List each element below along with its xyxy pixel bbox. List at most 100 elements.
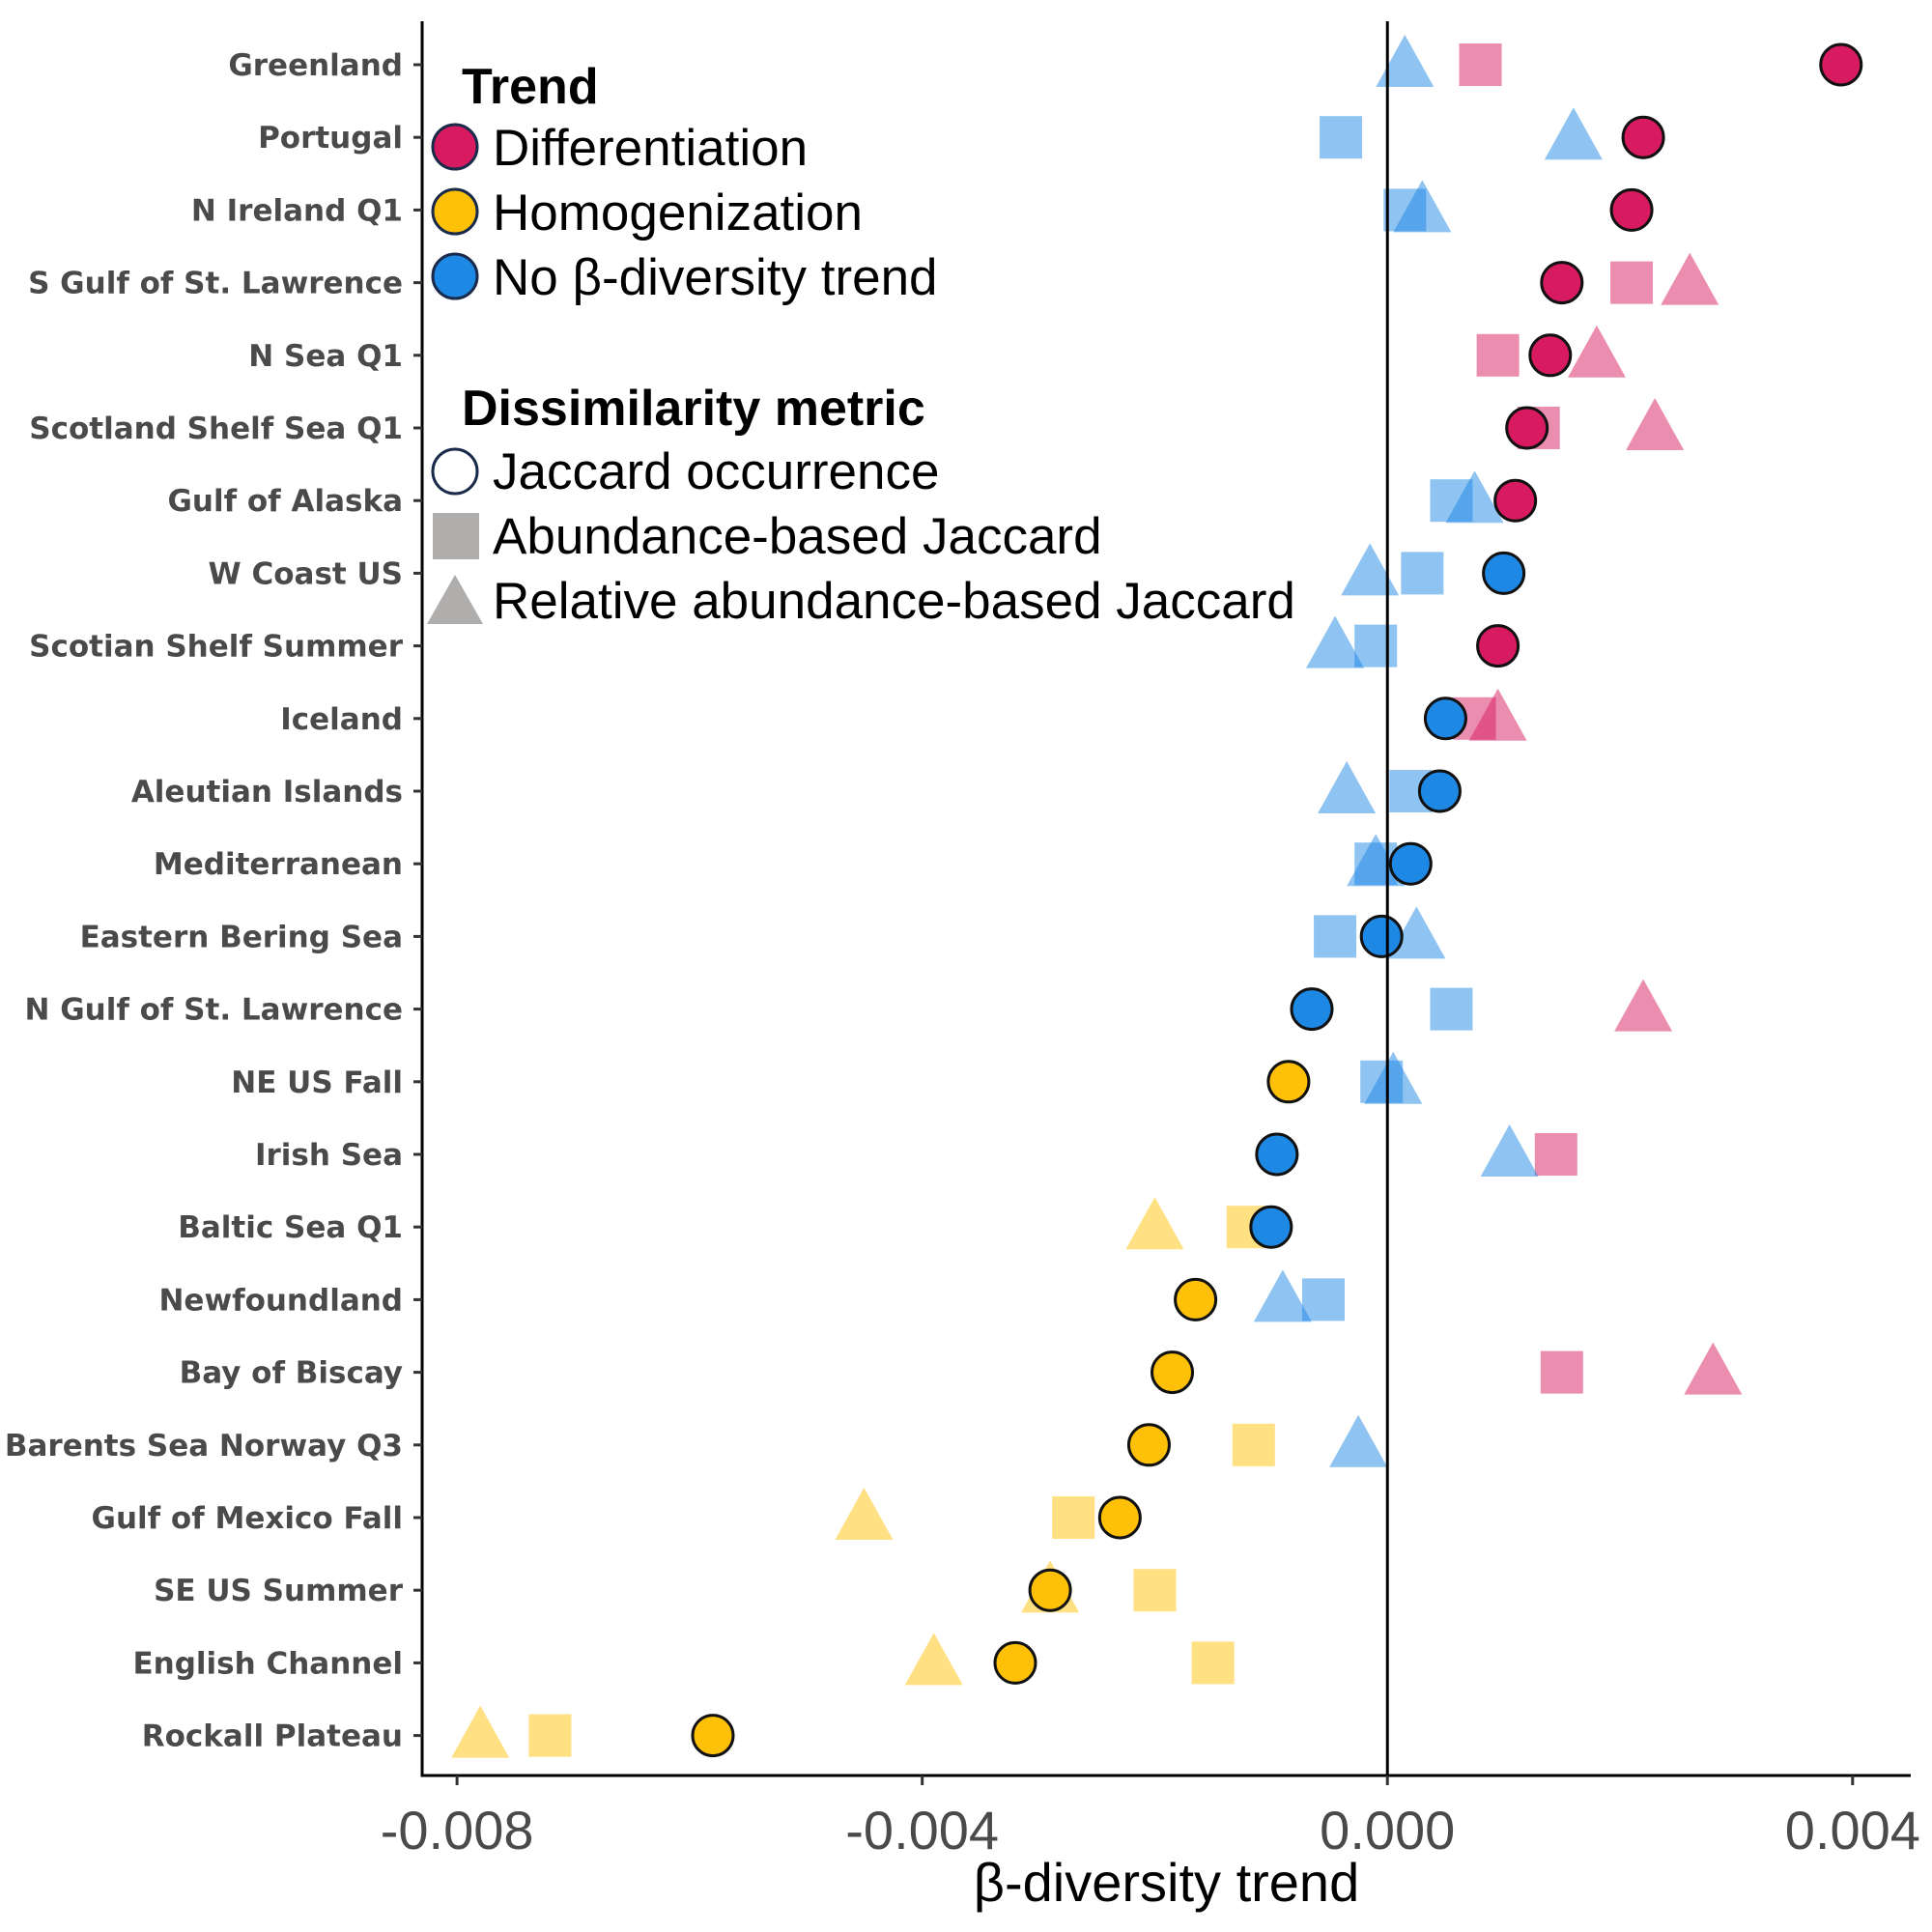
rel-point	[1480, 1124, 1539, 1177]
y-tick-label: Scotian Shelf Summer	[29, 630, 404, 665]
rel-point	[1614, 979, 1673, 1032]
jaccard-point	[1151, 1350, 1195, 1395]
jaccard-point	[1359, 914, 1404, 958]
rel-point	[1626, 398, 1685, 450]
y-tick-label: Mediterranean	[154, 847, 403, 882]
jaccard-point	[1028, 1568, 1072, 1612]
rel-point	[1468, 688, 1527, 741]
legend-homo-key	[431, 187, 479, 236]
rel-point	[835, 1488, 894, 1540]
rel-point	[1376, 35, 1435, 87]
y-tick-label: Eastern Bering Sea	[80, 920, 403, 954]
jaccard-point	[1126, 1423, 1171, 1467]
y-tick-label: Scotland Shelf Sea Q1	[29, 412, 403, 446]
y-tick-label: Iceland	[280, 702, 403, 737]
rel-point	[1445, 470, 1504, 524]
legend-none-key	[431, 252, 479, 300]
rel-point	[1684, 1342, 1743, 1395]
legend-jaccard-label: Jaccard occurrence	[493, 443, 939, 500]
x-tick-label: -0.004	[845, 1800, 999, 1861]
abund-point	[1232, 1423, 1275, 1466]
y-tick-label: Gulf of Alaska	[167, 484, 403, 519]
y-tick-label: Irish Sea	[255, 1138, 403, 1173]
abund-point	[1314, 915, 1357, 958]
legend-metric-items: Jaccard occurrence Abundance-based Jaccar…	[427, 443, 1295, 630]
y-tick-label: Bay of Biscay	[180, 1356, 403, 1391]
rel-point	[1387, 906, 1446, 959]
rel-point	[1253, 1269, 1312, 1322]
jaccard-point	[1423, 696, 1467, 741]
x-axis-ticks: -0.008 -0.004 0.000 0.004	[381, 1776, 1920, 1861]
y-tick-label: Gulf of Mexico Fall	[92, 1501, 404, 1536]
abund-point	[1610, 261, 1654, 304]
legend-none-label: No β-diversity trend	[493, 249, 938, 306]
y-tick-label: Newfoundland	[158, 1283, 403, 1318]
jaccard-point	[1621, 115, 1665, 159]
legend-square-icon	[433, 513, 479, 559]
y-tick-label: W Coast US	[208, 556, 403, 591]
abund-point	[1401, 552, 1444, 595]
abund-point	[1534, 1133, 1577, 1176]
legend-trend-title: Trend	[462, 59, 599, 115]
y-tick-label: Baltic Sea Q1	[178, 1210, 403, 1245]
jaccard-point	[1505, 406, 1549, 450]
y-tick-label: SE US Summer	[154, 1574, 404, 1608]
rel-point	[1318, 761, 1377, 813]
rel-point	[1306, 615, 1365, 668]
y-tick-label: Barents Sea Norway Q3	[5, 1429, 403, 1463]
jaccard-point	[1249, 1205, 1293, 1249]
y-tick-label: N Ireland Q1	[191, 193, 403, 228]
abund-point	[1540, 1350, 1583, 1394]
jaccard-point	[1255, 1132, 1299, 1177]
jaccard-point	[1476, 624, 1520, 668]
rel-point	[1661, 252, 1719, 305]
y-tick-label: N Sea Q1	[248, 339, 403, 374]
abund-point	[1302, 1278, 1346, 1321]
jaccard-point	[1482, 551, 1526, 595]
jaccard-point	[1528, 333, 1573, 378]
rel-point	[1567, 325, 1626, 378]
abund-point	[1133, 1569, 1177, 1612]
abund-point	[1354, 624, 1398, 668]
jaccard-point	[1174, 1277, 1218, 1321]
rel-point	[1341, 543, 1400, 596]
jaccard-point	[1290, 987, 1334, 1032]
jaccard-point	[1609, 187, 1654, 232]
y-tick-label: Rockall Plateau	[142, 1719, 403, 1754]
y-tick-label: Greenland	[228, 48, 403, 83]
jaccard-point	[1097, 1495, 1142, 1540]
legend-metric-title: Dissimilarity metric	[462, 381, 925, 437]
legend-diff-key	[431, 123, 479, 171]
abund-point	[528, 1714, 572, 1757]
y-tick-label: Portugal	[258, 121, 403, 156]
jaccard-point	[1266, 1060, 1311, 1104]
abund-point	[1191, 1641, 1235, 1685]
legend-rel-label: Relative abundance-based Jaccard	[493, 573, 1295, 630]
rel-point	[1347, 834, 1406, 887]
y-tick-label: Aleutian Islands	[131, 775, 403, 810]
legend-homo-label: Homogenization	[493, 185, 863, 242]
rel-point	[1329, 1414, 1388, 1467]
legend-abund-label: Abundance-based Jaccard	[493, 508, 1102, 565]
y-tick-label: S Gulf of St. Lawrence	[28, 267, 403, 301]
jaccard-point	[1417, 769, 1462, 813]
x-tick-label: -0.008	[381, 1800, 534, 1861]
y-tick-label: N Gulf of St. Lawrence	[24, 993, 403, 1028]
jaccard-point	[1388, 841, 1433, 886]
abund-point	[1430, 987, 1473, 1031]
legend-trend-items: Differentiation Homogenization No β-divers…	[431, 120, 938, 306]
abund-point	[1320, 116, 1363, 159]
jaccard-point	[691, 1714, 735, 1758]
marks-layer	[451, 35, 1863, 1758]
rel-point	[451, 1705, 510, 1758]
y-tick-label: NE US Fall	[231, 1065, 403, 1100]
jaccard-point	[1493, 478, 1538, 523]
abund-point	[1052, 1496, 1095, 1539]
rel-point	[1125, 1197, 1184, 1250]
x-axis-title: β-diversity trend	[974, 1852, 1359, 1913]
x-tick-label: 0.000	[1320, 1800, 1455, 1861]
y-axis-ticks: Greenland Portugal N Ireland Q1 S Gulf of S…	[5, 48, 422, 1754]
rel-point	[1364, 1051, 1423, 1104]
legend-diff-label: Differentiation	[493, 120, 808, 177]
